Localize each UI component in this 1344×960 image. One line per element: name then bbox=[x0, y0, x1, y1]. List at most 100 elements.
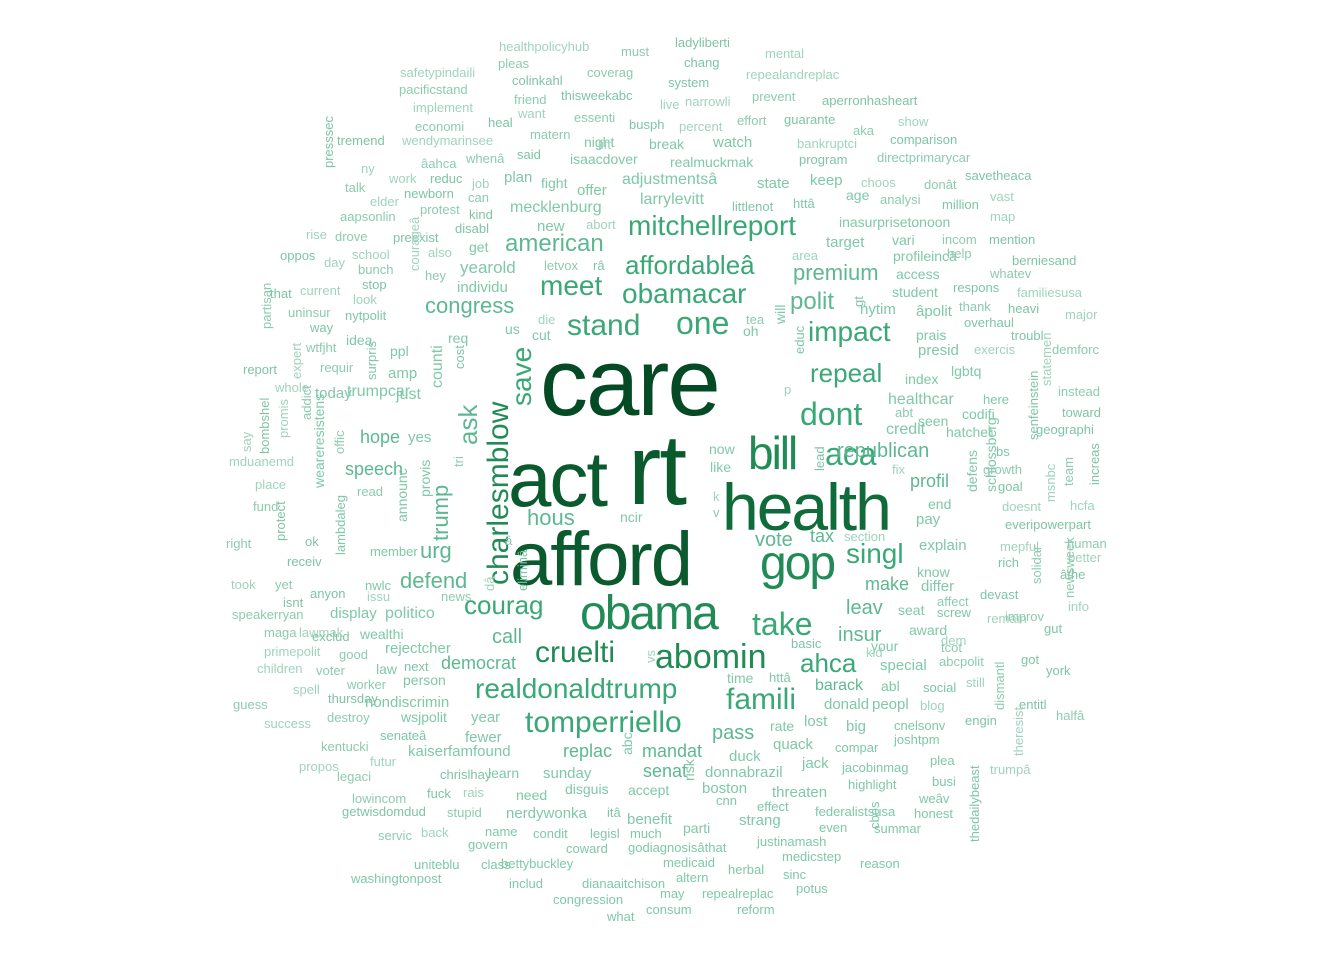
word-demforc: demforc bbox=[1052, 342, 1099, 357]
word-v: v bbox=[713, 505, 720, 520]
word-fix: fix bbox=[892, 462, 905, 477]
word-k: k bbox=[713, 489, 720, 504]
word-tremend: tremend bbox=[337, 133, 385, 148]
word-abomin: abomin bbox=[655, 638, 767, 676]
word-vs: vs bbox=[643, 649, 658, 663]
word-fund: fund bbox=[253, 499, 279, 514]
word-here: here bbox=[983, 392, 1010, 407]
word-person: person bbox=[403, 672, 446, 688]
word-guess: guess bbox=[233, 697, 268, 712]
word-expert: expert bbox=[289, 342, 304, 379]
word-keep: keep bbox=[810, 172, 843, 189]
word-whatev: whatev bbox=[990, 266, 1032, 281]
word-risk: risk bbox=[681, 759, 697, 781]
word-yes: yes bbox=[408, 429, 432, 446]
word-it: itâ bbox=[607, 805, 621, 820]
word-lost: lost bbox=[804, 713, 828, 730]
word-abt: abt bbox=[895, 405, 914, 420]
word-right: right bbox=[226, 536, 252, 551]
word-place: place bbox=[255, 477, 287, 492]
word-promis: promis bbox=[276, 398, 291, 438]
word-preexist: preexist bbox=[393, 230, 439, 245]
word-d: dâ bbox=[482, 576, 497, 591]
word-nytpolit: nytpolit bbox=[345, 308, 387, 323]
word-guarante: guarante bbox=[784, 112, 836, 127]
word-anyon: anyon bbox=[310, 586, 346, 601]
word-essenti: essenti bbox=[574, 110, 616, 125]
word-obama: obama bbox=[580, 587, 719, 640]
word-abcpolit: abcpolit bbox=[939, 654, 984, 669]
word-weareresistens: weareresistens bbox=[311, 393, 327, 488]
word-friend: friend bbox=[514, 92, 547, 107]
word-nerdywonka: nerdywonka bbox=[506, 805, 587, 822]
word-fight: fight bbox=[541, 175, 568, 191]
word-lgbtq: lgbtq bbox=[951, 363, 982, 379]
word-berniesand: berniesand bbox=[1012, 253, 1077, 268]
word-heavi: heavi bbox=[1008, 301, 1040, 316]
word-issu: issu bbox=[367, 589, 391, 604]
word-can: can bbox=[468, 190, 489, 205]
word-law: law bbox=[376, 661, 398, 677]
word-legaci: legaci bbox=[337, 769, 371, 784]
word-must: must bbox=[621, 44, 650, 59]
word-will: will bbox=[772, 304, 788, 324]
word-servic: servic bbox=[378, 828, 412, 843]
word-elimin: eliminâ bbox=[515, 549, 530, 591]
word-mduanemd: mduanemd bbox=[229, 454, 295, 469]
word-doesnt: doesnt bbox=[1002, 499, 1042, 514]
word-govern: govern bbox=[468, 837, 508, 852]
word-strang: strang bbox=[739, 812, 781, 829]
word-honest: honest bbox=[914, 806, 954, 821]
word-announc: announc bbox=[394, 468, 410, 522]
word-program: program bbox=[799, 152, 848, 167]
word-trumpcar: trumpcar bbox=[347, 383, 411, 400]
word-us: us bbox=[505, 321, 520, 337]
word-obamacar: obamacar bbox=[622, 278, 747, 309]
word-lowincom: lowincom bbox=[352, 791, 407, 806]
word-bombshel: bombshel bbox=[257, 397, 272, 454]
word-vari: vari bbox=[892, 232, 915, 248]
word-fewer: fewer bbox=[465, 729, 502, 746]
word-aca: aca bbox=[825, 436, 877, 472]
word-access: access bbox=[896, 266, 940, 282]
word-student: student bbox=[892, 284, 938, 300]
word-tcot: tcot bbox=[941, 640, 962, 655]
word-talk: talk bbox=[345, 180, 366, 195]
word-hous: hous bbox=[527, 505, 575, 530]
word-abc: abc bbox=[619, 732, 635, 755]
word-politico: politico bbox=[385, 605, 435, 622]
word-stupid: stupid bbox=[447, 805, 482, 820]
word-worker: worker bbox=[347, 677, 387, 692]
word-altern: altern bbox=[676, 870, 709, 885]
word-addict: addict bbox=[299, 384, 314, 420]
word-die: die bbox=[538, 312, 556, 327]
word-maga: maga bbox=[264, 625, 297, 640]
word-sunday: sunday bbox=[543, 765, 592, 782]
word-engin: engin bbox=[965, 713, 997, 728]
word-rich: rich bbox=[998, 555, 1019, 570]
word-report: report bbox=[243, 362, 277, 377]
word-take: take bbox=[752, 606, 813, 642]
word-target: target bbox=[826, 234, 865, 251]
word-congress: congress bbox=[425, 293, 515, 318]
word-rejectcher: rejectcher bbox=[385, 640, 451, 657]
word-elder: elder bbox=[370, 194, 399, 209]
word-solidar: solidar bbox=[1029, 545, 1044, 584]
word-we-v: weâv bbox=[919, 791, 950, 806]
word-aperronhasheart: aperronhasheart bbox=[822, 93, 918, 108]
word-troubl: troubl bbox=[1011, 328, 1044, 343]
word-kentucki: kentucki bbox=[321, 739, 369, 754]
word-healthpolicyhub: healthpolicyhub bbox=[499, 39, 590, 54]
word-senate: senateâ bbox=[380, 728, 427, 743]
word-your: your bbox=[871, 638, 899, 654]
word-cnelsonv: cnelsonv bbox=[894, 718, 946, 733]
word-end: end bbox=[928, 496, 952, 512]
word-rise: rise bbox=[306, 227, 327, 242]
word-human: human bbox=[1067, 536, 1107, 551]
word-drove: drove bbox=[335, 229, 368, 244]
word-dianaaitchison: dianaaitchison bbox=[582, 876, 666, 891]
word-isnt: isnt bbox=[283, 595, 304, 610]
word-kind: kind bbox=[469, 207, 493, 222]
word-thisweekabc: thisweekabc bbox=[561, 88, 633, 103]
word-respons: respons bbox=[953, 280, 1000, 295]
